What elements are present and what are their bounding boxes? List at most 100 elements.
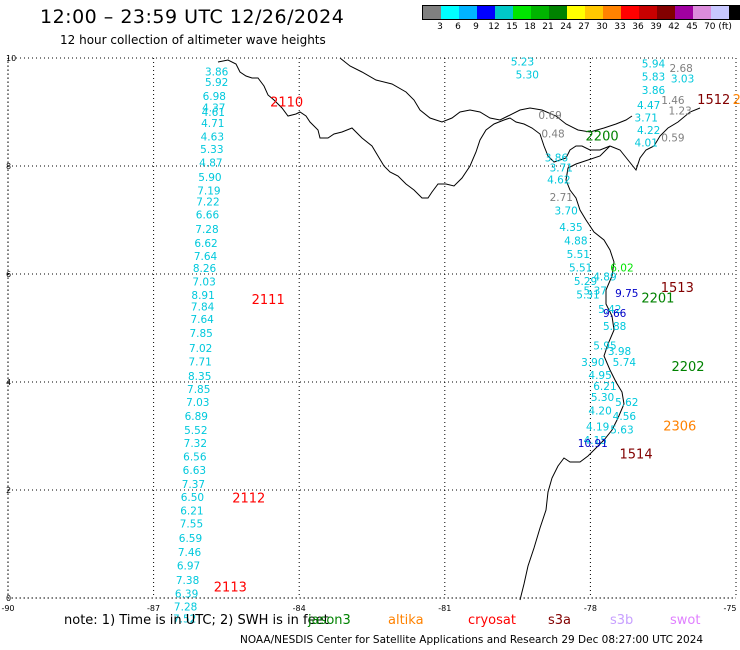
wave-height-value: 4.95 xyxy=(588,370,611,382)
wave-height-value: 3.71 xyxy=(550,162,573,174)
wave-height-value: 2.68 xyxy=(669,63,692,75)
wave-height-value: 7.52 xyxy=(173,613,196,625)
wave-height-value: 7.03 xyxy=(186,397,209,409)
track-t2201: 5.515.51 5.295.31 4.89 5.37 5.42 5.88 2201 xyxy=(567,249,675,333)
x-tick-label: -81 xyxy=(438,604,451,613)
wave-height-value: 8.26 xyxy=(193,263,217,275)
wave-height-value: 5.33 xyxy=(200,144,223,156)
wave-height-value: 1.46 xyxy=(661,95,685,107)
legend-label: 6 xyxy=(455,22,461,32)
wave-height-value: 5.83 xyxy=(642,72,665,84)
track-time-label: 2113 xyxy=(214,581,247,596)
wave-height-value: 7.85 xyxy=(189,328,212,340)
coastline-central-america xyxy=(217,59,611,199)
track-t1514: 10.91 1514 xyxy=(578,438,653,463)
y-tick-label: 2 xyxy=(6,486,11,495)
wave-height-value: 9.75 xyxy=(615,288,638,300)
wave-height-value: 7.84 xyxy=(191,302,215,314)
mission-label-s3a: s3a xyxy=(548,613,572,628)
legend-swatch xyxy=(477,6,495,19)
track-t1512: 2.683.03 1.461.23 0.59 0.69 0.48 2.71 1512 xyxy=(538,63,730,204)
axis-labels: -90 -87 -84 -81 -78 -75 0 2 4 6 8 10 xyxy=(1,54,736,613)
wave-height-value: 5.51 xyxy=(567,249,590,261)
legend-swatch xyxy=(657,6,675,19)
x-tick-label: -84 xyxy=(293,604,306,613)
wave-height-value: 3.86 xyxy=(545,153,569,165)
wave-height-value: 7.64 xyxy=(190,314,214,326)
wave-height-value: 6.50 xyxy=(181,492,204,504)
wave-height-value: 6.89 xyxy=(185,411,208,423)
legend-swatches xyxy=(422,5,740,20)
wave-height-value: 6.98 xyxy=(203,91,226,103)
wave-height-value: 3.70 xyxy=(554,206,577,218)
wave-height-value: 5.37 xyxy=(584,286,607,298)
coastline xyxy=(217,57,701,601)
mission-label-s3b: s3b xyxy=(610,613,634,628)
legend-label: 9 xyxy=(473,22,479,32)
track-t2200: 5.235.30 3.863.714.62 3.70 4.354.88 2200 xyxy=(511,57,619,248)
y-tick-label: 6 xyxy=(6,270,11,279)
legend-label: 15 xyxy=(506,22,518,32)
wave-height-value: 5.92 xyxy=(205,77,228,89)
legend-swatch xyxy=(729,6,740,19)
wave-height-value: 5.74 xyxy=(613,357,637,369)
wave-height-value: 5.95 xyxy=(593,341,616,353)
wave-height-value: 8.35 xyxy=(188,371,211,383)
wave-height-value: 5.52 xyxy=(184,425,207,437)
wave-height-value: 7.46 xyxy=(178,547,202,559)
wave-height-value: 7.55 xyxy=(180,518,203,530)
wave-height-value: 4.15 xyxy=(584,435,607,447)
wave-height-value: 5.94 xyxy=(642,59,666,71)
legend-swatch xyxy=(495,6,513,19)
wave-height-value: 4.20 xyxy=(588,405,611,417)
map-title: 12:00 – 23:59 UTC 12/26/2024 xyxy=(40,6,345,28)
wave-height-value: 6.63 xyxy=(183,465,206,477)
track-time-label: 2112 xyxy=(232,491,265,506)
legend-label: 33 xyxy=(614,22,626,32)
wave-height-value: 0.69 xyxy=(538,110,561,122)
legend-label: 18 xyxy=(524,22,536,32)
wave-height-value: 7.37 xyxy=(182,479,205,491)
legend-label: 27 xyxy=(578,22,590,32)
mission-label-swot: swot xyxy=(670,613,701,628)
legend-swatch xyxy=(549,6,567,19)
wave-height-value: 4.37 xyxy=(202,102,225,114)
legend-swatch xyxy=(585,6,603,19)
wave-height-value: 6.62 xyxy=(194,238,217,250)
legend-swatch xyxy=(639,6,657,19)
wave-height-value: 5.63 xyxy=(610,424,633,436)
x-tick-label: -87 xyxy=(147,604,160,613)
legend-swatch xyxy=(459,6,477,19)
track-tgreen: 6.02 xyxy=(610,262,633,274)
track-time-label: 2202 xyxy=(671,360,704,375)
track-time-label: 1512 xyxy=(697,93,730,108)
wave-height-value: 0.59 xyxy=(661,133,684,145)
track-time-label: 2110 xyxy=(270,96,303,111)
altimeter-tracks: 3.865.926.984.374.614.714.635.334.875.90… xyxy=(173,57,740,626)
track-time-label: 1513 xyxy=(661,281,694,296)
wave-height-value: 6.56 xyxy=(183,451,207,463)
track-time-label: 2306 xyxy=(663,420,696,435)
legend-swatch xyxy=(675,6,693,19)
wave-height-value: 5.30 xyxy=(516,70,539,82)
footer-credit: NOAA/NESDIS Center for Satellite Applica… xyxy=(240,634,704,646)
wave-height-value: 7.22 xyxy=(196,196,219,208)
wave-height-value: 1.23 xyxy=(668,106,691,118)
wave-height-value: 7.71 xyxy=(188,356,211,368)
legend-swatch xyxy=(621,6,639,19)
wave-height-value: 5.90 xyxy=(198,172,221,184)
legend-label: 12 xyxy=(488,22,500,32)
legend-label: 39 xyxy=(650,22,662,32)
legend-swatch xyxy=(711,6,729,19)
y-tick-label: 10 xyxy=(6,54,16,63)
track-t2202: 5.953.985.74 3.904.956.215.30 2202 xyxy=(581,341,704,404)
wave-height-value: 4.61 xyxy=(202,107,225,119)
track-t1513: 9.66 9.75 1513 xyxy=(603,281,694,320)
legend-swatch xyxy=(567,6,585,19)
legend-label: 24 xyxy=(560,22,572,32)
wave-height-value: 4.22 xyxy=(637,125,660,137)
y-tick-label: 4 xyxy=(6,378,11,387)
wave-height-value: 4.19 xyxy=(586,422,609,434)
wave-height-value: 4.71 xyxy=(201,118,224,130)
